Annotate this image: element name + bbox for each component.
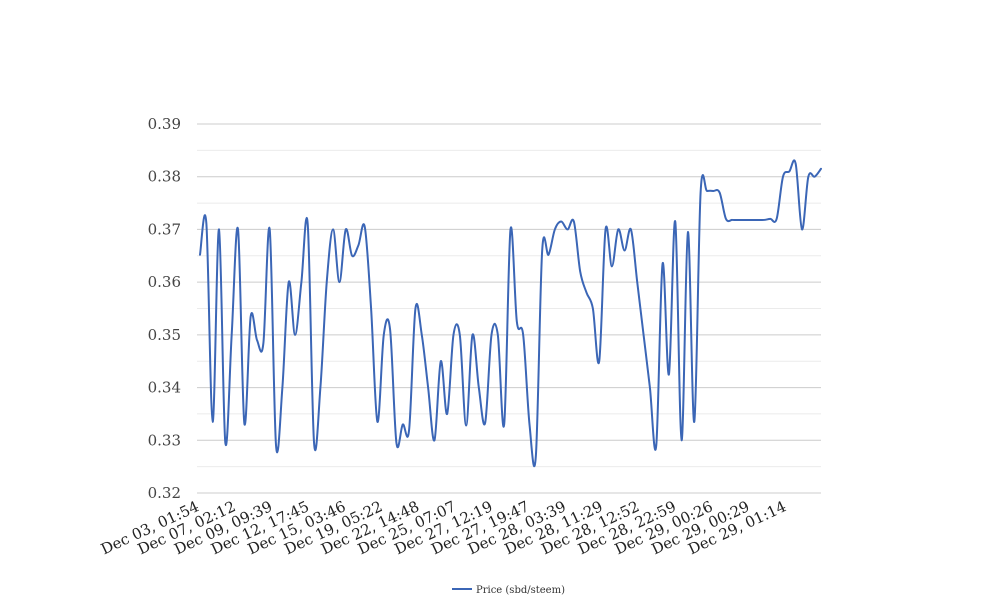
y-tick-label: 0.33 bbox=[148, 431, 181, 449]
y-tick-label: 0.34 bbox=[148, 379, 181, 397]
legend-label[interactable]: Price (sbd/steem) bbox=[476, 585, 565, 596]
y-tick-label: 0.38 bbox=[148, 168, 181, 186]
y-tick-label: 0.35 bbox=[148, 326, 181, 344]
y-axis-tick-labels: 0.32 0.33 0.34 0.35 0.36 0.37 0.38 0.39 bbox=[148, 115, 181, 502]
grid-lines bbox=[197, 123, 821, 494]
series-line-price bbox=[199, 159, 822, 467]
legend[interactable]: Price (sbd/steem) bbox=[452, 585, 565, 596]
y-tick-label: 0.32 bbox=[148, 484, 181, 502]
y-tick-label: 0.36 bbox=[148, 273, 181, 291]
y-tick-label: 0.37 bbox=[148, 220, 181, 238]
y-tick-label: 0.39 bbox=[148, 115, 181, 133]
series-lines bbox=[199, 159, 822, 467]
